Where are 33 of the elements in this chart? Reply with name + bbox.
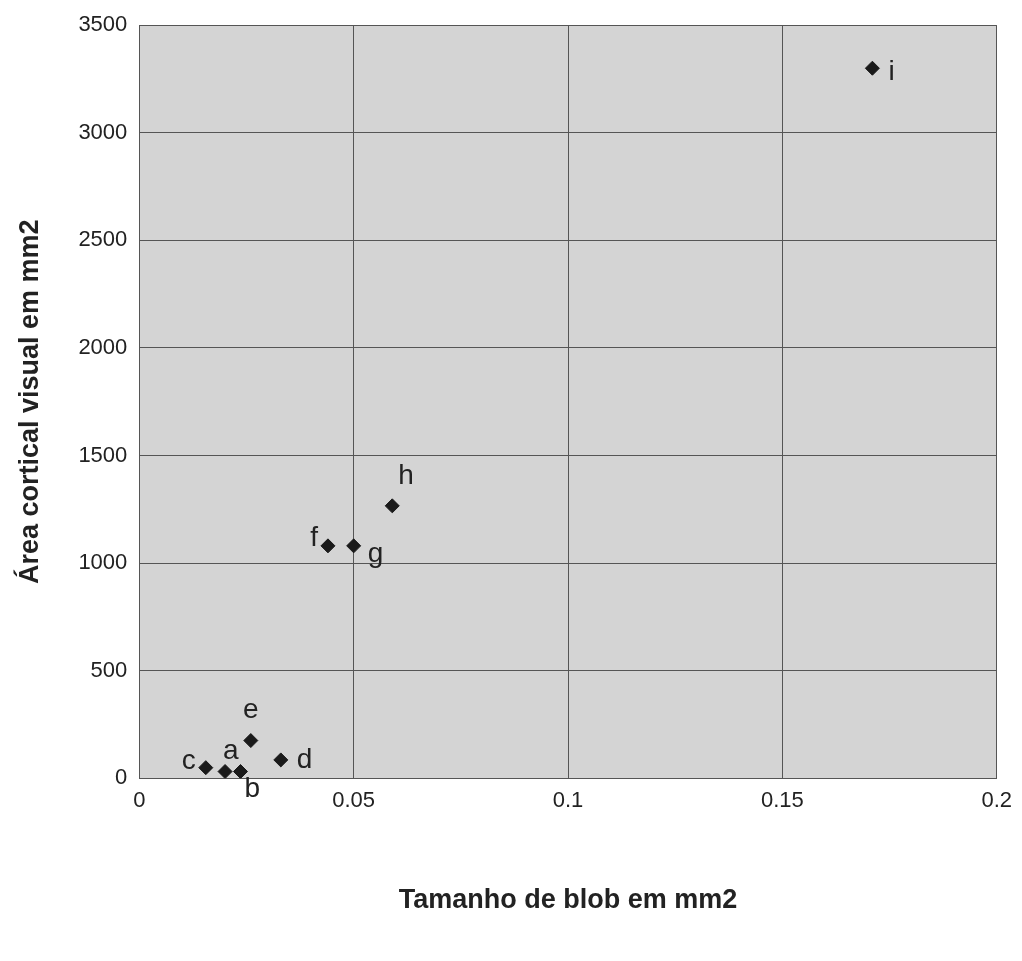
point — [864, 60, 880, 76]
y-tick-label: 1500 — [78, 441, 128, 467]
point — [243, 733, 259, 749]
x-tick-label: 0 — [133, 787, 146, 813]
annotation: f — [310, 520, 319, 552]
y-tick-label: 3500 — [78, 11, 128, 37]
point — [273, 752, 289, 768]
annotation: a — [223, 734, 240, 766]
point — [217, 764, 233, 779]
y-axis-title: Área cortical visual em mm2 — [12, 219, 44, 585]
point — [384, 498, 400, 514]
x-tick-label: 0.1 — [552, 787, 584, 813]
x-tick-label: 0.15 — [760, 787, 804, 813]
y-tick-label: 2500 — [78, 226, 128, 252]
y-tick-label: 3000 — [78, 118, 128, 144]
point — [346, 538, 362, 554]
point — [233, 764, 249, 779]
y-tick-label: 2000 — [78, 333, 128, 359]
annotation: c — [181, 744, 196, 776]
y-tick-label: 500 — [90, 656, 128, 682]
annotation: d — [296, 742, 313, 774]
x-tick-label: 0.05 — [332, 787, 376, 813]
x-tick-label: 0.2 — [981, 787, 1013, 813]
y-tick-label: 0 — [115, 764, 128, 790]
annotation: e — [243, 693, 259, 725]
annotation: i — [888, 54, 895, 86]
annotation: b — [244, 772, 261, 804]
point — [320, 538, 336, 554]
annotation: h — [398, 458, 414, 490]
annotation: g — [367, 536, 384, 568]
y-tick-label: 1000 — [78, 549, 128, 575]
x-axis-title: Tamanho de blob em mm2 — [398, 884, 738, 915]
point — [198, 760, 214, 776]
